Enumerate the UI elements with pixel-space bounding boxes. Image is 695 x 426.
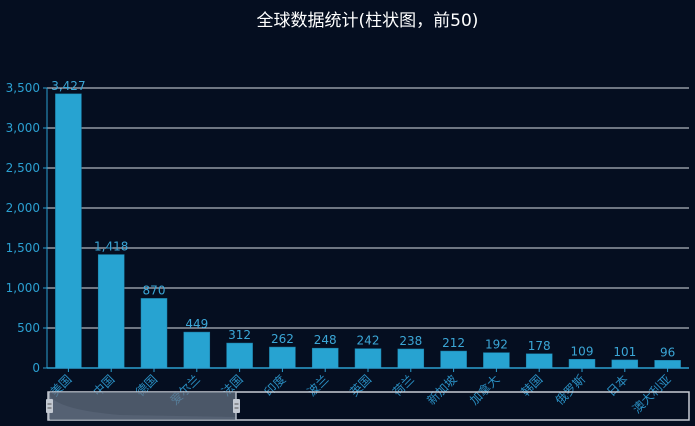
bar[interactable] bbox=[354, 348, 382, 369]
bar-value-label: 248 bbox=[314, 333, 337, 347]
bar-value-label: 449 bbox=[185, 317, 208, 331]
bar[interactable] bbox=[226, 342, 253, 369]
x-tick-label: 加拿大 bbox=[466, 372, 502, 408]
bar[interactable] bbox=[55, 93, 82, 369]
data-zoom-handle-right[interactable] bbox=[233, 392, 240, 420]
chart-title: 全球数据统计(柱状图，前50) bbox=[256, 11, 479, 31]
x-tick-label: 英国 bbox=[347, 372, 374, 399]
data-zoom-slider[interactable] bbox=[46, 391, 690, 421]
bar-value-label: 109 bbox=[571, 344, 594, 358]
bar-value-label: 1,418 bbox=[94, 240, 128, 254]
bar-value-label: 192 bbox=[485, 338, 508, 352]
bar[interactable] bbox=[568, 359, 596, 369]
bar[interactable] bbox=[269, 346, 296, 369]
bar[interactable] bbox=[183, 331, 211, 369]
bar[interactable] bbox=[140, 298, 168, 369]
bar[interactable] bbox=[611, 359, 639, 369]
y-tick-label: 1,000 bbox=[6, 281, 40, 295]
y-tick-label: 0 bbox=[32, 361, 40, 375]
bar-value-label: 178 bbox=[528, 339, 551, 353]
bar-value-label: 870 bbox=[143, 283, 166, 297]
x-tick-label: 荷兰 bbox=[390, 372, 417, 399]
bar-value-label: 238 bbox=[399, 334, 422, 348]
y-tick-label: 500 bbox=[17, 321, 40, 335]
y-tick-label: 3,500 bbox=[6, 81, 40, 95]
bar[interactable] bbox=[525, 353, 553, 369]
x-tick-label: 新加坡 bbox=[424, 372, 460, 408]
y-tick-label: 1,500 bbox=[6, 241, 40, 255]
bar-value-label: 312 bbox=[228, 328, 251, 342]
data-zoom-selection[interactable] bbox=[50, 392, 236, 420]
bar-value-label: 212 bbox=[442, 336, 465, 350]
bar[interactable] bbox=[483, 352, 510, 369]
x-tick-label: 俄罗斯 bbox=[553, 372, 588, 407]
bar-value-label: 101 bbox=[613, 345, 636, 359]
y-tick-label: 2,500 bbox=[6, 161, 40, 175]
bar[interactable] bbox=[654, 360, 681, 369]
grid-lines bbox=[47, 87, 689, 329]
bar[interactable] bbox=[397, 348, 425, 369]
x-tick-label: 澳大利亚 bbox=[630, 372, 674, 416]
y-axis: 0 500 1,000 1,500 2,000 2,500 3,000 3,500 bbox=[6, 81, 48, 375]
bar-value-label: 3,427 bbox=[51, 79, 85, 93]
bar-value-label: 262 bbox=[271, 332, 294, 346]
bar-value-label: 96 bbox=[660, 345, 675, 359]
y-tick-label: 2,000 bbox=[6, 201, 40, 215]
bar-value-label: 242 bbox=[357, 334, 380, 348]
x-tick-label: 印度 bbox=[261, 372, 289, 400]
y-tick-label: 3,000 bbox=[6, 121, 40, 135]
x-tick-label: 日本 bbox=[604, 372, 631, 399]
bar[interactable] bbox=[440, 350, 467, 369]
bars: 3,427 1,418 870 449 312 262 248 242 238 212 192 178… bbox=[51, 79, 681, 369]
bar[interactable] bbox=[97, 254, 125, 369]
bar[interactable] bbox=[311, 347, 339, 369]
data-zoom-handle-left[interactable] bbox=[46, 392, 53, 420]
x-tick-label: 波兰 bbox=[304, 372, 331, 399]
x-tick-label: 韩国 bbox=[518, 372, 546, 400]
